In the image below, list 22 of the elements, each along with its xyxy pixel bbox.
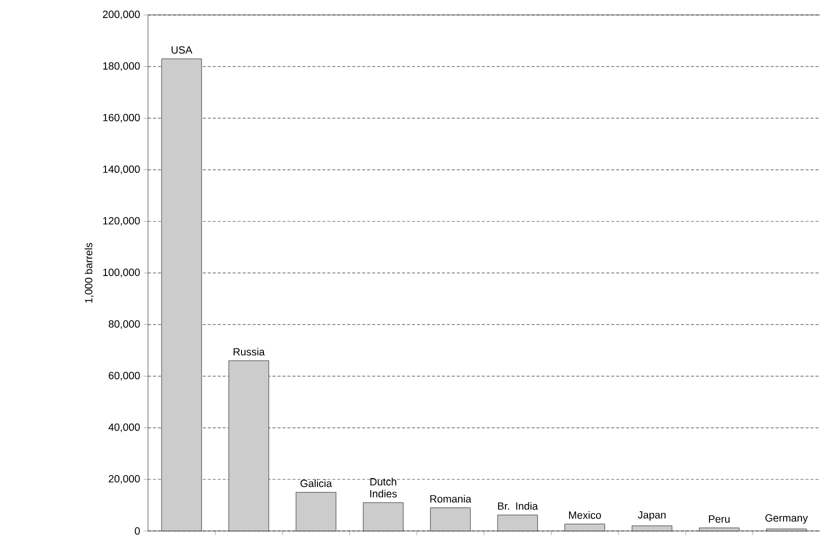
y-tick-label: 0: [134, 527, 140, 535]
y-tick-label: 200,000: [102, 10, 140, 20]
x-tick-label: Dutch Indies: [370, 478, 397, 498]
x-tick-label: Germany: [765, 514, 808, 524]
y-tick-label: 160,000: [103, 114, 140, 123]
y-tick-label: 80,000: [108, 320, 140, 329]
x-tick-label: Romania: [430, 494, 472, 503]
x-tick-label: Mexico: [569, 511, 601, 519]
y-tick-label: 20,000: [108, 475, 140, 484]
x-tick-label: USA: [172, 46, 192, 54]
x-tick-label: Peru: [709, 515, 730, 523]
y-tick-label: 60,000: [108, 372, 140, 381]
y-tick-label: 100,000: [103, 268, 140, 278]
x-tick-label: Japan: [638, 511, 666, 521]
y-tick-label: 120,000: [103, 217, 140, 226]
y-tick-label: 40,000: [108, 423, 140, 432]
x-tick-label: Galicia: [300, 479, 332, 488]
y-tick-label: 140,000: [103, 165, 140, 174]
y-axis-title: 1,000 barrels: [84, 242, 94, 303]
x-tick-label: Br. India: [498, 502, 538, 510]
x-tick-label: Russia: [234, 348, 265, 356]
y-tick-label: 180,000: [103, 62, 140, 71]
